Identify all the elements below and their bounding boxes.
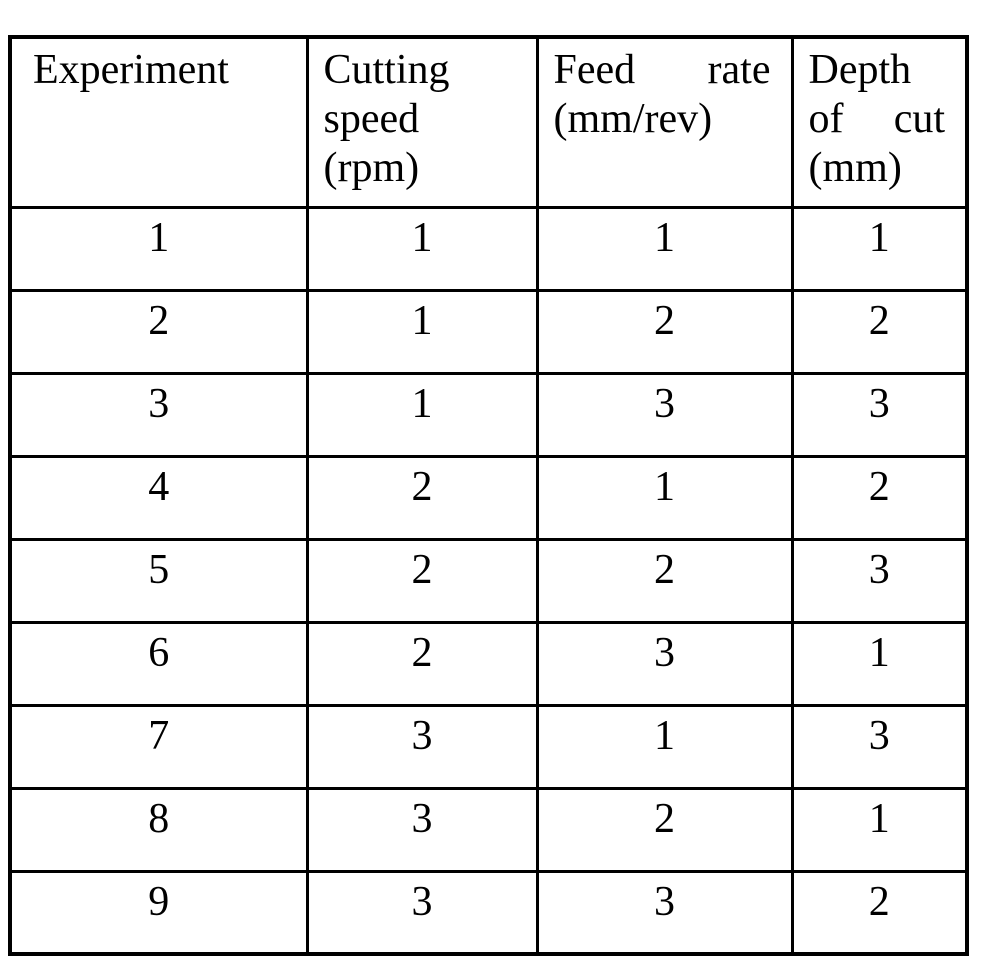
column-header-feed-rate: Feed rate (mm/rev) [535, 35, 794, 209]
cell-experiment: 3 [8, 371, 309, 458]
cell-cutting-speed: 3 [305, 786, 539, 873]
cell-feed-rate: 3 [535, 371, 794, 458]
header-word: cut [893, 96, 945, 142]
header-line: Depth [809, 46, 946, 95]
cell-experiment: 8 [8, 786, 309, 873]
header-word: (mm) [808, 145, 902, 191]
table-header-row: Experiment Cutting speed (rpm) Feed rate … [8, 35, 969, 209]
cell-experiment: 9 [8, 869, 309, 956]
cell-depth-of-cut: 2 [790, 454, 969, 541]
header-line: Cutting [324, 46, 516, 95]
header-line: of cut [809, 95, 946, 144]
cell-cutting-speed: 3 [305, 869, 539, 956]
header-word: speed [323, 96, 420, 142]
column-header-cutting-speed: Cutting speed (rpm) [305, 35, 539, 209]
cell-cutting-speed: 3 [305, 703, 539, 790]
cell-cutting-speed: 2 [305, 620, 539, 707]
table-row: 6 2 3 1 [8, 620, 969, 707]
column-header-depth-of-cut: Depth of cut (mm) [790, 35, 969, 209]
cell-experiment: 4 [8, 454, 309, 541]
header-word: Experiment [33, 47, 229, 93]
cell-cutting-speed: 1 [305, 205, 539, 292]
header-word: (rpm) [323, 145, 420, 191]
cell-feed-rate: 3 [535, 620, 794, 707]
cell-cutting-speed: 1 [305, 288, 539, 375]
cell-depth-of-cut: 1 [790, 205, 969, 292]
cell-feed-rate: 1 [535, 454, 794, 541]
table-row: 1 1 1 1 [8, 205, 969, 292]
header-line: Experiment [33, 46, 286, 95]
experiment-design-table: Experiment Cutting speed (rpm) Feed rate … [8, 35, 969, 956]
header-line: Feed rate [554, 46, 771, 95]
header-line: (rpm) [324, 144, 516, 193]
column-header-experiment: Experiment [8, 35, 309, 209]
table-row: 2 1 2 2 [8, 288, 969, 375]
cell-depth-of-cut: 3 [790, 537, 969, 624]
cell-feed-rate: 2 [535, 288, 794, 375]
cell-experiment: 7 [8, 703, 309, 790]
table-container: Experiment Cutting speed (rpm) Feed rate … [8, 35, 969, 956]
cell-depth-of-cut: 3 [790, 371, 969, 458]
header-line: (mm/rev) [554, 95, 771, 144]
table-row: 7 3 1 3 [8, 703, 969, 790]
cell-feed-rate: 3 [535, 869, 794, 956]
header-line: speed [324, 95, 516, 144]
cell-depth-of-cut: 2 [790, 869, 969, 956]
table-row: 9 3 3 2 [8, 869, 969, 956]
header-line: (mm) [809, 144, 946, 193]
table-row: 8 3 2 1 [8, 786, 969, 873]
header-word: Cutting [323, 47, 450, 93]
cell-depth-of-cut: 1 [790, 620, 969, 707]
cell-cutting-speed: 2 [305, 537, 539, 624]
cell-experiment: 1 [8, 205, 309, 292]
cell-feed-rate: 1 [535, 703, 794, 790]
header-word: of [808, 96, 844, 142]
header-word: rate [707, 47, 771, 93]
cell-feed-rate: 2 [535, 786, 794, 873]
cell-experiment: 6 [8, 620, 309, 707]
header-word: Feed [553, 47, 636, 93]
cell-experiment: 2 [8, 288, 309, 375]
cell-experiment: 5 [8, 537, 309, 624]
cell-feed-rate: 1 [535, 205, 794, 292]
cell-depth-of-cut: 2 [790, 288, 969, 375]
cell-depth-of-cut: 1 [790, 786, 969, 873]
cell-cutting-speed: 1 [305, 371, 539, 458]
cell-feed-rate: 2 [535, 537, 794, 624]
cell-depth-of-cut: 3 [790, 703, 969, 790]
table-row: 4 2 1 2 [8, 454, 969, 541]
header-word: (mm/rev) [553, 96, 713, 142]
table-row: 5 2 2 3 [8, 537, 969, 624]
cell-cutting-speed: 2 [305, 454, 539, 541]
header-word: Depth [808, 47, 912, 93]
table-row: 3 1 3 3 [8, 371, 969, 458]
